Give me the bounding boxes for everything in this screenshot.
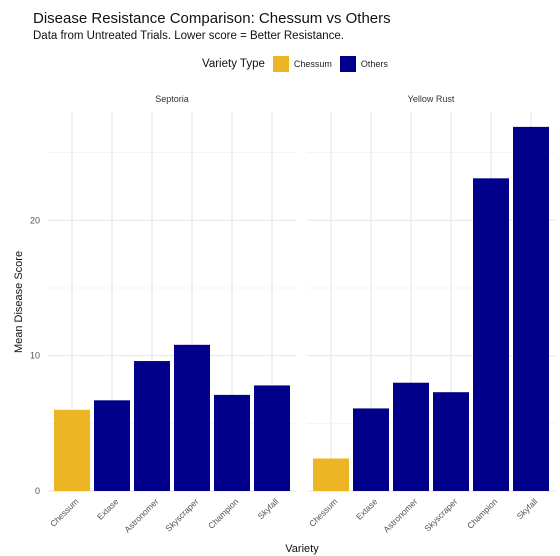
x-tick-label: Skyfall: [515, 496, 540, 521]
facet-label-septoria: Septoria: [155, 94, 189, 104]
legend-label-chessum: Chessum: [293, 59, 332, 69]
x-tick-label: Skyfall: [256, 496, 281, 521]
bar-septoria-champion: [214, 394, 250, 491]
bar-septoria-astronomer: [134, 361, 170, 491]
x-tick-label: Skyscraper: [422, 496, 459, 533]
bar-yellow-rust-astronomer: [393, 382, 429, 491]
x-tick-label: Skyscraper: [163, 496, 200, 533]
bar-septoria-extase: [94, 400, 130, 491]
bar-yellow-rust-skyfall: [513, 126, 549, 491]
x-tick-label: Astronomer: [381, 496, 419, 534]
bar-septoria-chessum: [54, 409, 90, 491]
y-tick-label: 20: [30, 215, 40, 225]
bar-yellow-rust-chessum: [313, 458, 349, 491]
legend: Variety Type Chessum Others: [202, 54, 396, 74]
x-tick-label: Chessum: [307, 496, 339, 528]
legend-item-others: Others: [339, 56, 388, 72]
bar-yellow-rust-extase: [353, 408, 389, 491]
y-tick-label: 10: [30, 351, 40, 361]
bar-septoria-skyfall: [254, 385, 290, 491]
facet-label-yellow-rust: Yellow Rust: [408, 94, 455, 104]
chart-title: Disease Resistance Comparison: Chessum v…: [33, 10, 391, 27]
bar-yellow-rust-champion: [473, 178, 509, 491]
x-tick-label: Champion: [465, 496, 500, 531]
x-tick-label: Champion: [206, 496, 241, 531]
x-tick-label: Astronomer: [122, 496, 160, 534]
y-tick-label: 0: [35, 486, 40, 496]
chart-subtitle: Data from Untreated Trials. Lower score …: [33, 30, 344, 42]
legend-item-chessum: Chessum: [272, 56, 332, 72]
x-tick-label: Chessum: [48, 496, 80, 528]
legend-swatch-chessum: [272, 56, 289, 72]
legend-swatch-others: [339, 56, 356, 72]
x-tick-label: Extase: [95, 496, 121, 522]
y-axis-label: Mean Disease Score: [13, 251, 25, 353]
x-tick-label: Extase: [354, 496, 380, 522]
legend-label-others: Others: [360, 59, 388, 69]
bar-yellow-rust-skyscraper: [433, 392, 469, 491]
x-axis-label: Variety: [285, 543, 319, 555]
legend-title: Variety Type: [202, 58, 265, 70]
bar-septoria-skyscraper: [174, 344, 210, 491]
